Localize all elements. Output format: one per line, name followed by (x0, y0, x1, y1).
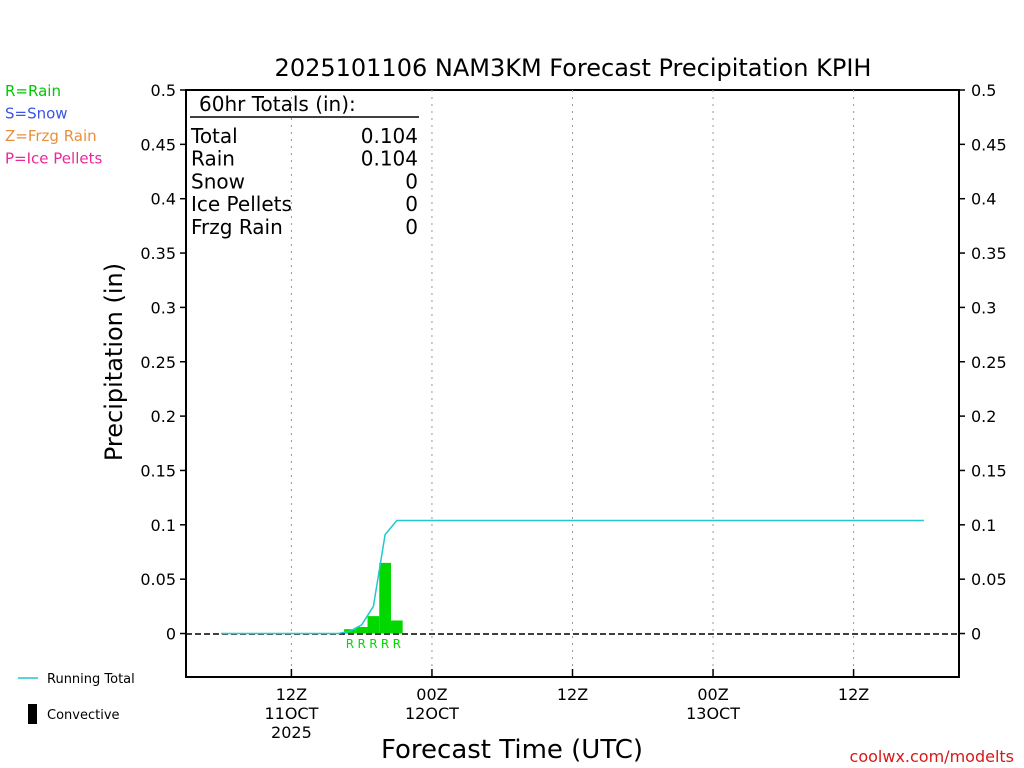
rain-bar (379, 562, 391, 634)
totals-row-label: Frzg Rain (191, 215, 283, 239)
y-tick-label: 0.3 (151, 298, 176, 317)
x-tick-label: 13OCT (686, 704, 740, 723)
precip-type-legend-item: R=Rain (5, 82, 61, 100)
rain-bar (390, 620, 403, 634)
totals-row-value: 0 (405, 192, 418, 216)
x-tick-label: 11OCT (264, 704, 318, 723)
x-tick-label: 2025 (271, 723, 312, 742)
line-legend-label: Convective (47, 708, 120, 723)
totals-row-value: 0.104 (361, 147, 418, 171)
precip-type-legend-item: Z=Frzg Rain (5, 127, 97, 145)
rain-type-label: R (369, 637, 377, 651)
totals-row-value: 0 (405, 215, 418, 239)
totals-row-value: 0 (405, 169, 418, 193)
totals-box: 60hr Totals (in): Total 0.104 Rain 0.104 Sno… (190, 92, 419, 239)
y-tick-label: 0.45 (140, 135, 176, 154)
y-axis-left: 0 0.05 0.1 0.15 0.2 0.25 0.3 0.35 0.4 0.45 0.5 (140, 81, 186, 644)
y-tick-label-right: 0.2 (971, 407, 996, 426)
y-tick-label: 0.4 (151, 190, 176, 209)
x-tick-label: 12Z (838, 685, 869, 704)
rain-type-label: R (393, 637, 401, 651)
rain-type-label: R (358, 637, 366, 651)
y-tick-label: 0.5 (151, 81, 176, 100)
precip-type-legend: R=Rain S=Snow Z=Frzg Rain P=Ice Pellets (5, 82, 102, 168)
x-tick-label: 00Z (697, 685, 728, 704)
y-tick-label-right: 0.5 (971, 81, 996, 100)
running-total-line (221, 519, 924, 635)
y-tick-label: 0.35 (140, 244, 176, 263)
y-tick-label: 0.05 (140, 570, 176, 589)
y-tick-label: 0.2 (151, 407, 176, 426)
x-tick-label: 12Z (276, 685, 307, 704)
y-axis-label: Precipitation (in) (100, 263, 128, 461)
y-tick-label-right: 0.3 (971, 298, 996, 317)
rain-bars (344, 562, 403, 634)
totals-row-label: Total (190, 124, 238, 148)
chart-title: 2025101106 NAM3KM Forecast Precipitation… (275, 54, 872, 82)
rain-type-label: R (381, 637, 389, 651)
y-tick-label-right: 0.4 (971, 190, 996, 209)
line-legend: Running Total Convective (18, 672, 135, 724)
footer-credit: coolwx.com/modelts (850, 747, 1014, 766)
y-axis-right: 0 0.05 0.1 0.15 0.2 0.25 0.3 0.35 0.4 0.45 0.5 (959, 81, 1007, 644)
y-tick-label: 0.1 (151, 516, 176, 535)
y-tick-label: 0.15 (140, 461, 176, 480)
precip-type-legend-item: P=Ice Pellets (5, 150, 102, 168)
y-tick-label-right: 0.45 (971, 135, 1007, 154)
rain-bar (355, 626, 368, 634)
y-tick-label-right: 0.15 (971, 461, 1007, 480)
x-tick-label: 12OCT (405, 704, 459, 723)
x-tick-label: 12Z (557, 685, 588, 704)
totals-row-label: Rain (191, 147, 235, 171)
y-tick-label-right: 0.35 (971, 244, 1007, 263)
totals-row-label: Snow (191, 169, 245, 193)
x-axis-label: Forecast Time (UTC) (381, 735, 643, 765)
totals-row-label: Ice Pellets (191, 192, 292, 216)
y-tick-label: 0 (166, 625, 176, 644)
rain-bar (367, 616, 380, 634)
line-legend-label: Running Total (47, 672, 135, 687)
totals-header: 60hr Totals (in): (199, 92, 356, 116)
totals-row-value: 0.104 (361, 124, 418, 148)
y-tick-label: 0.25 (140, 353, 176, 372)
precip-type-legend-item: S=Snow (5, 105, 68, 123)
convective-legend-swatch (28, 704, 37, 724)
rain-type-label: R (346, 637, 354, 651)
y-tick-label-right: 0.05 (971, 570, 1007, 589)
y-tick-label-right: 0.25 (971, 353, 1007, 372)
x-tick-label: 00Z (416, 685, 447, 704)
y-tick-label-right: 0.1 (971, 516, 996, 535)
y-tick-label-right: 0 (971, 625, 981, 644)
